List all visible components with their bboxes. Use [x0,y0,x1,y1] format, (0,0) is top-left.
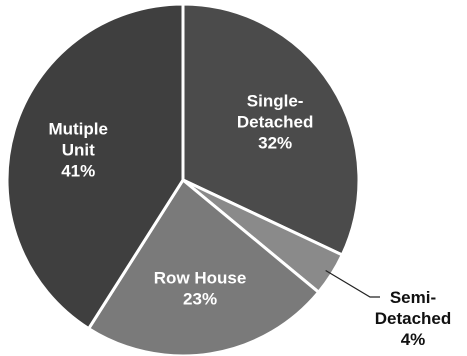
data-label-single-detached: Single-Detached 32% [237,92,314,153]
data-label-semi-detached: Semi-Detached 4% [375,288,452,349]
leader-line-semi-detached [325,270,380,298]
data-label-mutiple-unit: Mutiple Unit 41% [48,120,108,181]
pie-slice-mutiple-unit [5,2,185,331]
data-label-row-house: Row House 23% [154,268,247,308]
pie-slice-single-detached [181,2,361,257]
pie-slice-row-house [87,178,321,356]
